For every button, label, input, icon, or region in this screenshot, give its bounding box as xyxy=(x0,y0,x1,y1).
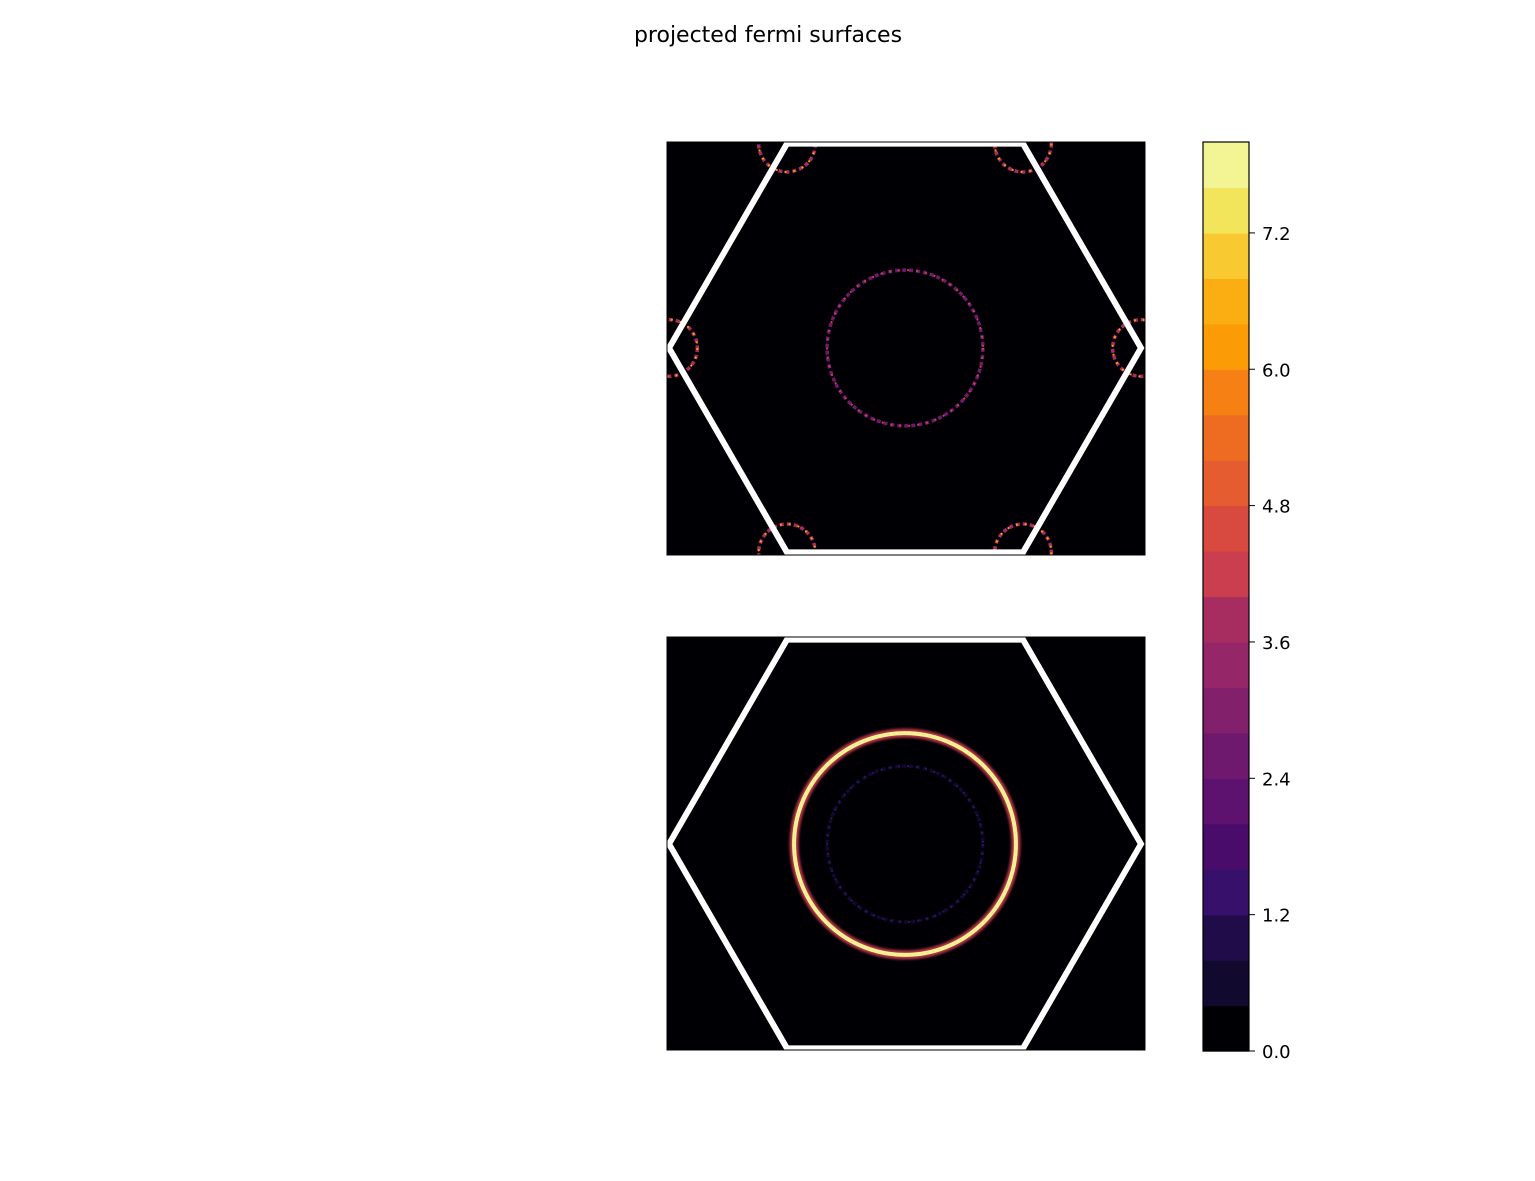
panel-top xyxy=(666,141,1146,556)
panel-top-brillouin-zone xyxy=(667,142,1145,555)
fermi-surface-ring-hotspots xyxy=(993,142,1053,173)
colorbar-level xyxy=(1203,278,1249,325)
fermi-surface-ring-highlight xyxy=(793,732,1017,956)
colorbar-level xyxy=(1203,914,1249,961)
brillouin-zone-hexagon xyxy=(667,142,1145,555)
panel-bottom-background xyxy=(667,637,1145,1050)
colorbar-level xyxy=(1203,460,1249,507)
panel-top-rings xyxy=(667,142,1145,555)
fermi-surface-ring xyxy=(1110,317,1145,379)
colorbar-level xyxy=(1203,142,1249,189)
panel-bottom-brillouin-zone xyxy=(667,637,1145,1050)
colorbar-tick-label: 7.2 xyxy=(1262,224,1291,245)
colorbar-level xyxy=(1203,732,1249,779)
fermi-surface-ring-hotspots xyxy=(826,269,984,427)
fermi-surface-ring-hotspots xyxy=(993,523,1053,555)
panel-bottom-frame xyxy=(666,636,1146,1051)
colorbar-level xyxy=(1203,596,1249,643)
colorbar-level xyxy=(1203,823,1249,870)
colorbar-tick-label: 1.2 xyxy=(1262,906,1291,927)
colorbar-level xyxy=(1203,551,1249,598)
brillouin-zone-hexagon xyxy=(667,637,1145,1050)
panel-bottom xyxy=(666,636,1146,1051)
colorbar-level xyxy=(1203,369,1249,416)
colorbar-level xyxy=(1203,641,1249,688)
colorbar-level xyxy=(1203,414,1249,461)
colorbar-ticks: 0.0 1.2 2.4 3.6 4.8 6.0 7.2 xyxy=(1249,224,1291,1063)
colorbar-tick-label: 2.4 xyxy=(1262,769,1291,790)
panel-top-background xyxy=(667,142,1145,555)
colorbar-tick-label: 0.0 xyxy=(1262,1042,1291,1063)
colorbar-tick-label: 6.0 xyxy=(1262,360,1291,381)
colorbar-tick-label: 4.8 xyxy=(1262,497,1291,518)
colorbar-level xyxy=(1203,687,1249,734)
colorbar-level xyxy=(1203,505,1249,552)
colorbar-level xyxy=(1203,187,1249,234)
colorbar-level xyxy=(1203,232,1249,279)
colorbar: 0.0 1.2 2.4 3.6 4.8 6.0 7.2 xyxy=(1202,141,1291,1063)
colorbar-tick-label: 3.6 xyxy=(1262,633,1291,654)
colorbar-level xyxy=(1203,869,1249,916)
panel-bottom-rings xyxy=(789,728,1021,960)
colorbar-level xyxy=(1203,323,1249,370)
colorbar-segments xyxy=(1203,142,1249,1052)
colorbar-level xyxy=(1203,778,1249,825)
colorbar-level xyxy=(1203,1005,1249,1052)
chart-title: projected fermi surfaces xyxy=(634,23,902,48)
colorbar-level xyxy=(1203,960,1249,1007)
panel-top-frame xyxy=(666,141,1146,556)
colorbar-frame xyxy=(1202,141,1250,1052)
fermi-surface-ring-hotspots xyxy=(826,765,984,923)
fermi-surface-ring-hotspots xyxy=(667,318,699,378)
